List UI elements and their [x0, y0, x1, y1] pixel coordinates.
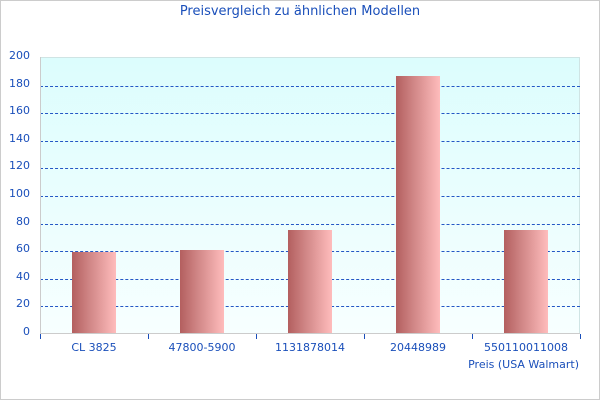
- gridline: [40, 196, 580, 197]
- bar[interactable]: [180, 250, 224, 333]
- bar[interactable]: [396, 76, 440, 333]
- y-tick-label: 180: [9, 76, 30, 90]
- bar[interactable]: [504, 229, 548, 333]
- x-tick-label: 20448989: [390, 341, 446, 354]
- y-tick-label: 160: [9, 104, 30, 118]
- gridline: [40, 113, 580, 115]
- y-tick-label: 100: [9, 187, 30, 200]
- bar[interactable]: [288, 229, 332, 333]
- x-tick-label: 1131878014: [275, 341, 345, 354]
- x-tick-mark: [256, 334, 257, 339]
- gridline: [40, 85, 580, 87]
- y-tick-label: 0: [23, 325, 30, 338]
- y-tick-label: 40: [16, 269, 30, 283]
- y-tick-label: 120: [9, 159, 30, 173]
- y-tick-label: 60: [16, 242, 30, 256]
- x-tick-mark: [580, 334, 581, 339]
- x-axis-title: Preis (USA Walmart): [468, 358, 579, 371]
- x-tick-label: 47800-5900: [168, 341, 236, 354]
- chart-title: Preisvergleich zu ähnlichen Modellen: [179, 4, 421, 19]
- gridline: [40, 140, 580, 142]
- x-tick-mark: [148, 334, 149, 339]
- x-tick-label: 550110011008: [484, 341, 568, 354]
- gridline: [40, 223, 580, 225]
- y-tick-label: 200: [9, 49, 30, 62]
- gridline: [40, 168, 580, 170]
- x-tick-label: CL 3825: [71, 341, 117, 354]
- y-tick-label: 80: [16, 214, 30, 228]
- y-tick-label: 20: [16, 297, 30, 311]
- x-tick-mark: [472, 334, 473, 339]
- x-axis: [40, 333, 580, 334]
- y-axis: [40, 57, 41, 333]
- x-tick-mark: [40, 334, 41, 339]
- y-tick-label: 140: [9, 131, 30, 145]
- bar[interactable]: [72, 251, 116, 333]
- x-tick-mark: [364, 334, 365, 339]
